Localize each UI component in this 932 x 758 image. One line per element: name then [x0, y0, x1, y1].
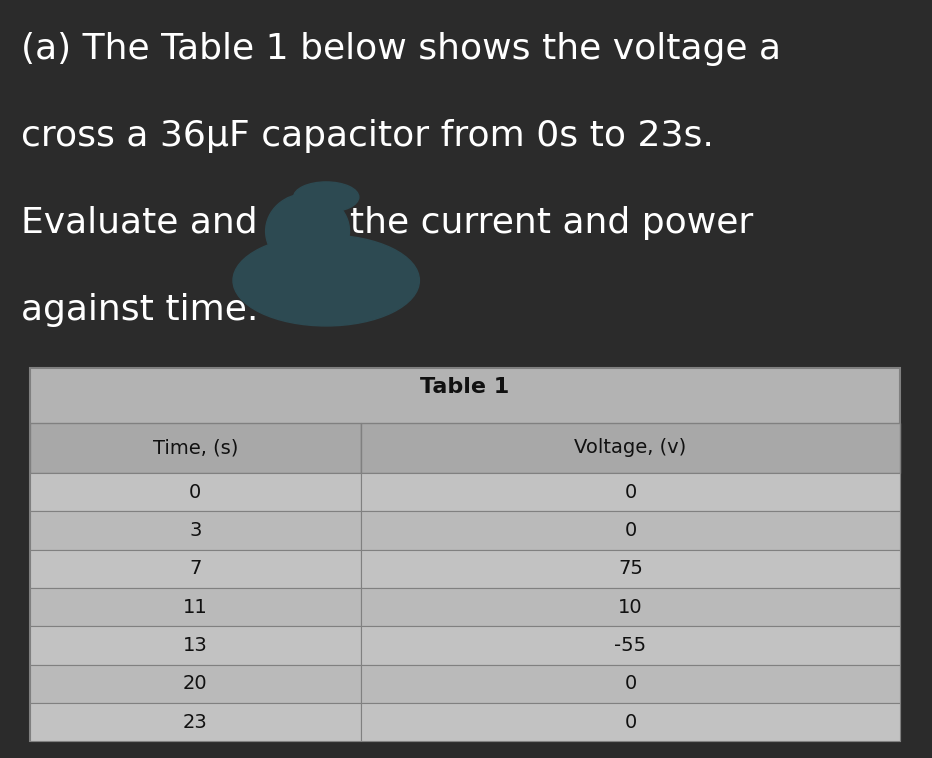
- Text: 20: 20: [183, 675, 208, 694]
- Text: 0: 0: [624, 713, 637, 731]
- FancyBboxPatch shape: [361, 665, 900, 703]
- Text: Voltage, (v): Voltage, (v): [574, 438, 687, 458]
- FancyBboxPatch shape: [361, 423, 900, 473]
- FancyBboxPatch shape: [30, 665, 361, 703]
- FancyBboxPatch shape: [30, 423, 361, 473]
- FancyBboxPatch shape: [361, 626, 900, 665]
- FancyBboxPatch shape: [30, 550, 361, 588]
- Text: 0: 0: [624, 521, 637, 540]
- FancyBboxPatch shape: [30, 512, 361, 550]
- FancyBboxPatch shape: [361, 588, 900, 626]
- Text: Table 1: Table 1: [420, 377, 510, 396]
- Text: 11: 11: [183, 597, 208, 617]
- Text: 10: 10: [618, 597, 643, 617]
- Text: 0: 0: [624, 675, 637, 694]
- Text: 0: 0: [624, 483, 637, 502]
- Ellipse shape: [266, 193, 350, 269]
- Text: (a) The Table 1 below shows the voltage a: (a) The Table 1 below shows the voltage …: [21, 32, 780, 66]
- Text: 13: 13: [183, 636, 208, 655]
- FancyBboxPatch shape: [30, 368, 900, 741]
- Text: 7: 7: [189, 559, 201, 578]
- FancyBboxPatch shape: [361, 550, 900, 588]
- Ellipse shape: [294, 182, 359, 212]
- Text: 3: 3: [189, 521, 201, 540]
- FancyBboxPatch shape: [30, 703, 361, 741]
- FancyBboxPatch shape: [30, 588, 361, 626]
- FancyBboxPatch shape: [30, 626, 361, 665]
- FancyBboxPatch shape: [361, 512, 900, 550]
- Text: Time, (s): Time, (s): [153, 438, 238, 458]
- Text: 0: 0: [189, 483, 201, 502]
- FancyBboxPatch shape: [361, 473, 900, 512]
- Text: 23: 23: [183, 713, 208, 731]
- Text: against time.: against time.: [21, 293, 258, 327]
- Text: cross a 36μF capacitor from 0s to 23s.: cross a 36μF capacitor from 0s to 23s.: [21, 119, 713, 153]
- FancyBboxPatch shape: [361, 703, 900, 741]
- FancyBboxPatch shape: [30, 473, 361, 512]
- Text: -55: -55: [614, 636, 647, 655]
- Ellipse shape: [233, 235, 419, 326]
- Text: 75: 75: [618, 559, 643, 578]
- Text: Evaluate and plot the current and power: Evaluate and plot the current and power: [21, 206, 753, 240]
